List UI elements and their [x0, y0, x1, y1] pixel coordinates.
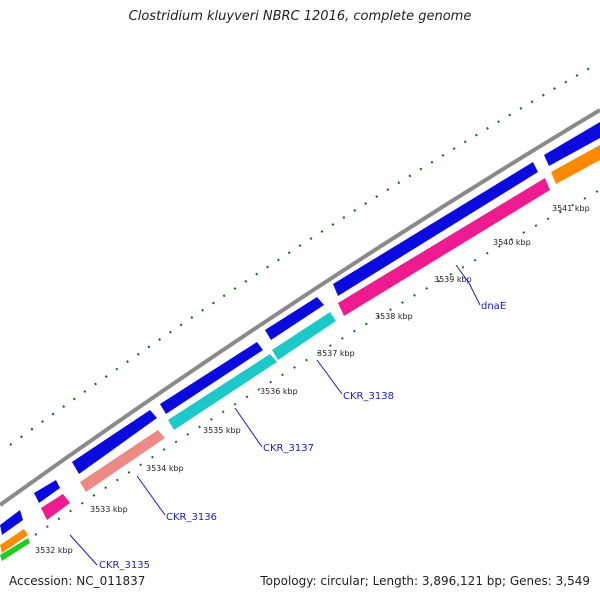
forward-gene-1[interactable]: [0, 510, 23, 535]
forward-gene-5[interactable]: [265, 297, 324, 340]
forward-gene-7[interactable]: [544, 122, 600, 166]
tick-label: 3533 kbp: [90, 505, 128, 514]
outer-dotted-track: [9, 67, 591, 446]
gene-green-small[interactable]: [0, 538, 30, 561]
gene-orange-small[interactable]: [0, 529, 28, 553]
gene-pink-large[interactable]: [338, 178, 550, 316]
tick-label: 3538 kbp: [375, 312, 413, 321]
forward-gene-2[interactable]: [34, 480, 60, 503]
gene-labels: CKR_3135 CKR_3136 CKR_3137 CKR_3138 dnaE: [99, 301, 506, 571]
gene-pink-small[interactable]: [41, 494, 70, 520]
leader-line-ckr-3137: [234, 407, 263, 448]
tick-label: 3539 kbp: [434, 275, 472, 284]
tick-labels: 3532 kbp 3533 kbp 3534 kbp 3535 kbp 3536…: [35, 204, 590, 555]
tick-label: 3540 kbp: [493, 238, 531, 247]
gene-cyan-1[interactable]: [168, 354, 277, 430]
tick-label: 3537 kbp: [317, 349, 355, 358]
gene-label-ckr-3138[interactable]: CKR_3138: [343, 391, 394, 402]
gene-label-ckr-3136[interactable]: CKR_3136: [166, 512, 217, 523]
forward-gene-3[interactable]: [72, 410, 157, 474]
gene-salmon[interactable]: [80, 430, 165, 492]
forward-gene-4[interactable]: [160, 342, 263, 414]
backbone-line: [0, 108, 600, 507]
gene-label-ckr-3137[interactable]: CKR_3137: [263, 443, 314, 454]
genome-summary-text: Topology: circular; Length: 3,896,121 bp…: [260, 574, 590, 588]
leader-line-ckr-3136: [136, 475, 166, 516]
tick-label: 3532 kbp: [35, 546, 73, 555]
tick-label: 3536 kbp: [260, 387, 298, 396]
gene-orange-right[interactable]: [551, 145, 600, 184]
tick-label: 3534 kbp: [146, 464, 184, 473]
tick-label: 3541 kbp: [552, 204, 590, 213]
accession-text: Accession: NC_011837: [9, 574, 146, 588]
gene-label-ckr-3135[interactable]: CKR_3135: [99, 560, 150, 571]
gene-label-dnae[interactable]: dnaE: [481, 301, 506, 312]
leader-line-ckr-3138: [316, 359, 343, 395]
leader-line-dnae: [455, 264, 481, 306]
leader-line-ckr-3135: [69, 534, 98, 566]
map-title: Clostridium kluyveri NBRC 12016, complet…: [128, 9, 472, 24]
gene-cyan-2[interactable]: [272, 312, 336, 360]
reverse-strand-genes: [0, 145, 600, 561]
forward-strand-genes: [0, 122, 600, 535]
tick-label: 3535 kbp: [203, 426, 241, 435]
gene-leader-lines: [69, 264, 481, 566]
forward-gene-6[interactable]: [333, 162, 538, 296]
